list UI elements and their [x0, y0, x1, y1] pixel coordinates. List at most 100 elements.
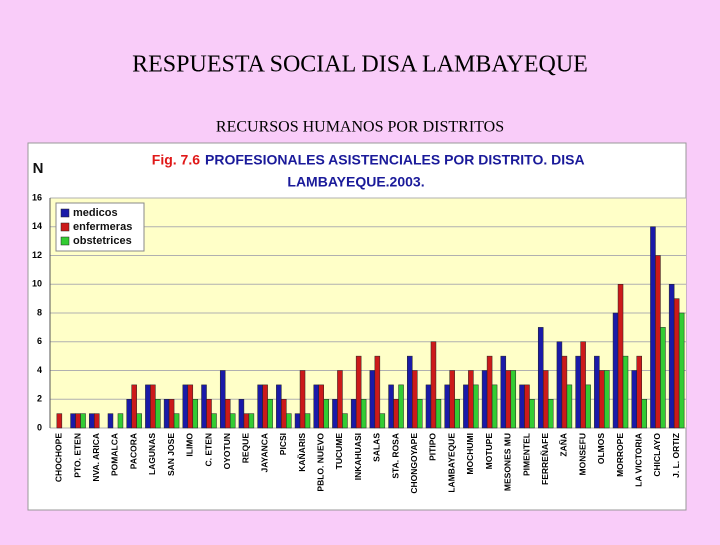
bar	[617, 284, 624, 429]
x-tick-label: KAÑARIS	[297, 433, 307, 472]
bar	[94, 413, 100, 429]
bar	[486, 355, 493, 429]
bar	[150, 384, 156, 429]
bar	[580, 341, 586, 429]
bar	[398, 384, 404, 429]
x-tick-label: LA VICTORIA	[633, 433, 643, 487]
legend-swatch	[60, 222, 70, 232]
bar	[299, 370, 306, 429]
x-tick-label: MOTUPE	[484, 433, 494, 470]
bar	[369, 370, 376, 429]
x-tick-label: MOCHUMI	[465, 433, 475, 475]
x-tick-label: MORROPE	[615, 433, 625, 477]
bar	[529, 399, 535, 429]
x-tick-label: NVA. ARICA	[91, 433, 101, 482]
bar	[294, 413, 301, 429]
bar	[599, 370, 605, 429]
x-tick-label: MONSEFU	[577, 433, 587, 476]
y-tick-label: 14	[32, 221, 42, 231]
bar	[257, 384, 263, 429]
bar	[155, 399, 161, 429]
bar	[542, 370, 549, 429]
slide-title: RESPUESTA SOCIAL DISA LAMBAYEQUE	[132, 52, 588, 78]
x-tick-label: REQUE	[241, 433, 251, 464]
bar	[412, 370, 418, 429]
bar	[407, 355, 413, 429]
bar	[547, 399, 554, 429]
bar	[673, 298, 680, 429]
bar	[201, 384, 207, 429]
bar	[468, 370, 474, 429]
x-tick-label: PICSI	[278, 433, 288, 455]
bar	[313, 384, 319, 429]
bar	[660, 327, 666, 429]
bar	[243, 413, 250, 429]
y-axis-label: N	[33, 160, 44, 177]
bar	[163, 399, 170, 429]
bar	[281, 399, 287, 429]
bar	[136, 413, 142, 429]
y-tick-label: 6	[37, 336, 42, 346]
bar	[594, 355, 600, 429]
y-tick-label: 8	[37, 307, 42, 317]
x-tick-label: TUCUME	[334, 433, 344, 470]
y-tick-label: 16	[32, 192, 42, 202]
bar	[350, 399, 357, 429]
x-tick-label: PTO. ETEN	[72, 433, 82, 478]
bar	[481, 370, 488, 429]
bar	[425, 384, 432, 429]
bar	[224, 399, 231, 429]
y-tick-label: 10	[32, 279, 42, 289]
bar	[355, 355, 362, 429]
x-tick-label: ILIMO	[185, 433, 195, 457]
bar	[388, 384, 394, 429]
x-tick-label: STA. ROSA	[390, 433, 400, 479]
bar	[89, 413, 95, 429]
bar	[650, 226, 656, 429]
x-tick-label: INKAHUASI	[353, 433, 363, 480]
bar	[636, 355, 642, 429]
bar	[75, 413, 81, 429]
x-tick-label: OYOTUN	[222, 433, 232, 469]
bar	[444, 384, 450, 429]
bar	[575, 355, 581, 429]
bar	[206, 399, 212, 429]
slide-subtitle: RECURSOS HUMANOS POR DISTRITOS	[216, 119, 504, 136]
x-tick-label: PITIPO	[428, 433, 438, 461]
bar	[126, 399, 132, 429]
bar	[229, 413, 236, 429]
bar	[211, 413, 217, 429]
chart-title-prefix: Fig. 7.6	[152, 152, 200, 168]
bar	[262, 384, 268, 429]
bar	[192, 399, 199, 429]
bar	[491, 384, 498, 429]
x-tick-label: C. ETEN	[203, 433, 213, 467]
bar	[248, 413, 255, 429]
x-tick-label: CHONGOYAPE	[409, 433, 419, 494]
legend-swatch	[60, 208, 70, 218]
bar	[631, 370, 637, 429]
bar	[417, 399, 423, 429]
legend-label: obstetrices	[73, 235, 132, 247]
bar	[342, 413, 348, 429]
x-tick-label: FERREÑAFE	[540, 433, 550, 485]
bar	[641, 399, 647, 429]
bar	[219, 370, 226, 429]
legend-label: medicos	[73, 207, 118, 219]
bar	[454, 399, 460, 429]
bar	[238, 399, 245, 429]
legend-swatch	[60, 236, 70, 246]
bar	[449, 370, 455, 429]
bar	[80, 413, 86, 429]
bar	[435, 399, 442, 429]
x-tick-label: J. L. ORTIZ	[671, 433, 681, 478]
bar	[131, 384, 137, 429]
bar	[463, 384, 469, 429]
bar	[276, 384, 282, 429]
bar	[56, 413, 63, 429]
bar	[173, 413, 180, 429]
bar	[505, 370, 512, 429]
bar	[145, 384, 151, 429]
bar	[510, 370, 517, 429]
